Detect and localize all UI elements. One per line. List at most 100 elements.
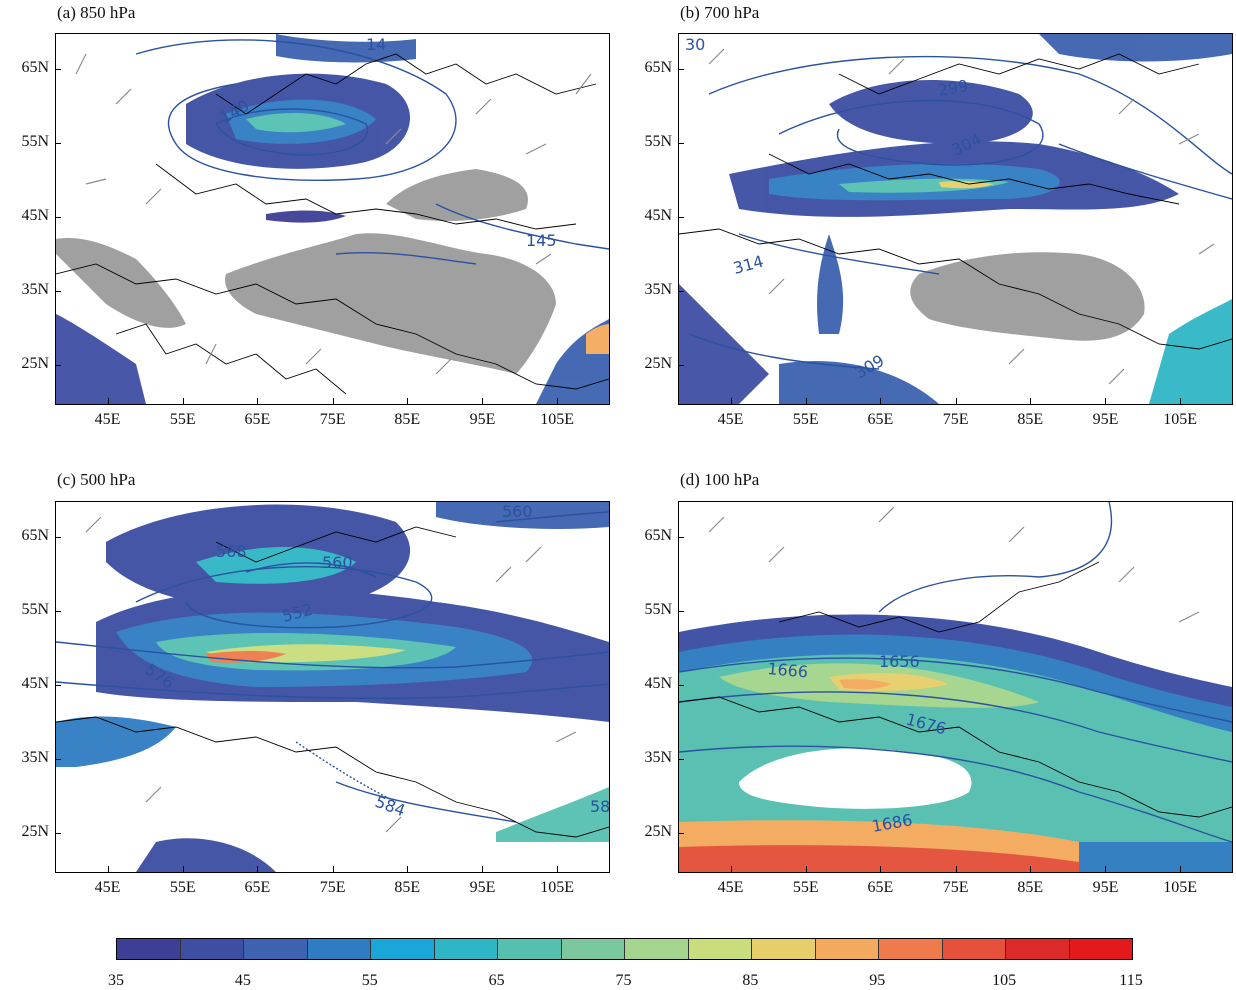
lat-tick-label: 65N: [644, 58, 672, 76]
lat-tick-mark: [678, 290, 684, 292]
lat-tick-label: 45N: [644, 674, 672, 692]
borders: [56, 526, 609, 838]
lon-tick-mark: [332, 866, 334, 872]
lon-tick-label: 75E: [942, 411, 969, 428]
lon-tick-label: 55E: [169, 879, 196, 896]
lon-tick-mark: [1030, 866, 1032, 872]
panel-a-title: (a) 850 hPa: [57, 3, 136, 22]
colorbar-tick-label: 65: [488, 972, 505, 989]
terrain-mask: [910, 252, 1145, 341]
map-panel-c: 568 560 552 576 584 560 58: [55, 501, 610, 873]
lon-tick-mark: [955, 866, 957, 872]
wind-barbs: [708, 506, 1200, 623]
jet-core: [779, 360, 939, 404]
jet-core: [1149, 299, 1232, 404]
contour-label: 30: [685, 35, 705, 54]
lon-tick-mark: [805, 398, 807, 404]
lat-tick-mark: [55, 290, 61, 292]
contour-labels: 1656 1666 1676 1686: [767, 652, 949, 836]
clear-region: [739, 748, 972, 809]
colorbar-tick-label: 85: [742, 972, 759, 989]
jet-core: [679, 284, 769, 404]
lon-tick-label: 95E: [1092, 879, 1119, 896]
lat-tick-label: 45N: [21, 206, 49, 224]
colorbar-segment: [180, 939, 244, 959]
lon-tick-mark: [107, 398, 109, 404]
colorbar-segment: [688, 939, 752, 959]
lat-tick-mark: [55, 68, 61, 70]
contour-label: 314: [731, 252, 765, 278]
colorbar-tick-label: 45: [234, 972, 251, 989]
contour-label: 1656: [879, 652, 920, 671]
contour-label: 560: [322, 553, 353, 572]
lon-tick-label: 65E: [244, 411, 271, 428]
lat-tick-mark: [55, 684, 61, 686]
jet-core: [56, 314, 146, 404]
lat-tick-label: 25N: [21, 354, 49, 372]
lon-tick-label: 55E: [792, 879, 819, 896]
contour-label: 14: [366, 35, 386, 54]
lon-tick-label: 65E: [867, 411, 894, 428]
lat-tick-mark: [55, 832, 61, 834]
borders: [679, 561, 1232, 818]
colorbar-tick-label: 105: [992, 972, 1017, 989]
colorbar-segment: [244, 939, 308, 959]
contour-label: 584: [373, 792, 408, 820]
lon-tick-mark: [257, 398, 259, 404]
lat-tick-mark: [678, 758, 684, 760]
lon-tick-mark: [1030, 398, 1032, 404]
lon-tick-label: 55E: [792, 411, 819, 428]
lon-tick-mark: [1105, 866, 1107, 872]
lat-tick-mark: [678, 536, 684, 538]
colorbar-segment: [625, 939, 689, 959]
jet-core: [586, 324, 609, 354]
colorbar-tick-label: 115: [1119, 972, 1143, 989]
lon-tick-label: 45E: [717, 411, 744, 428]
colorbar-tick-label: 95: [869, 972, 886, 989]
lon-tick-mark: [107, 866, 109, 872]
lon-tick-mark: [880, 866, 882, 872]
colorbar-segment: [371, 939, 435, 959]
lon-tick-mark: [407, 866, 409, 872]
lon-tick-label: 105E: [540, 879, 574, 896]
map-panel-b: 299 304 314 309 30: [678, 33, 1233, 405]
colorbar-tick-label: 55: [361, 972, 378, 989]
contour-label: 1666: [767, 659, 809, 681]
lat-tick-mark: [678, 832, 684, 834]
lon-tick-label: 85E: [394, 879, 421, 896]
panel-c-title: (c) 500 hPa: [57, 470, 136, 489]
lon-tick-label: 65E: [244, 879, 271, 896]
lat-tick-mark: [55, 142, 61, 144]
lat-tick-label: 25N: [21, 822, 49, 840]
contour-label: 58: [590, 797, 609, 816]
lat-tick-label: 35N: [644, 748, 672, 766]
jet-core: [839, 679, 891, 690]
jet-core: [679, 845, 1079, 872]
lon-tick-label: 45E: [717, 879, 744, 896]
colorbar-segment: [815, 939, 879, 959]
lon-tick-label: 105E: [1163, 411, 1197, 428]
lon-tick-label: 45E: [94, 879, 121, 896]
contour-label: 145: [526, 231, 557, 250]
lat-tick-label: 45N: [21, 674, 49, 692]
lat-tick-label: 35N: [21, 748, 49, 766]
lat-tick-label: 55N: [21, 132, 49, 150]
lon-tick-mark: [182, 398, 184, 404]
lon-tick-mark: [955, 398, 957, 404]
wind-barbs: [708, 48, 1215, 385]
lat-tick-mark: [678, 68, 684, 70]
lon-tick-mark: [557, 398, 559, 404]
lon-tick-label: 85E: [1017, 411, 1044, 428]
colorbar-segment: [498, 939, 562, 959]
lat-tick-mark: [678, 142, 684, 144]
lat-tick-mark: [678, 684, 684, 686]
jet-shading: [56, 502, 609, 872]
lon-tick-mark: [182, 866, 184, 872]
height-contours: [56, 511, 609, 823]
lon-tick-label: 95E: [1092, 411, 1119, 428]
colorbar-segment: [434, 939, 498, 959]
jet-core: [246, 112, 346, 133]
lat-tick-mark: [55, 610, 61, 612]
wind-barbs: [85, 516, 577, 833]
borders: [679, 53, 1232, 350]
